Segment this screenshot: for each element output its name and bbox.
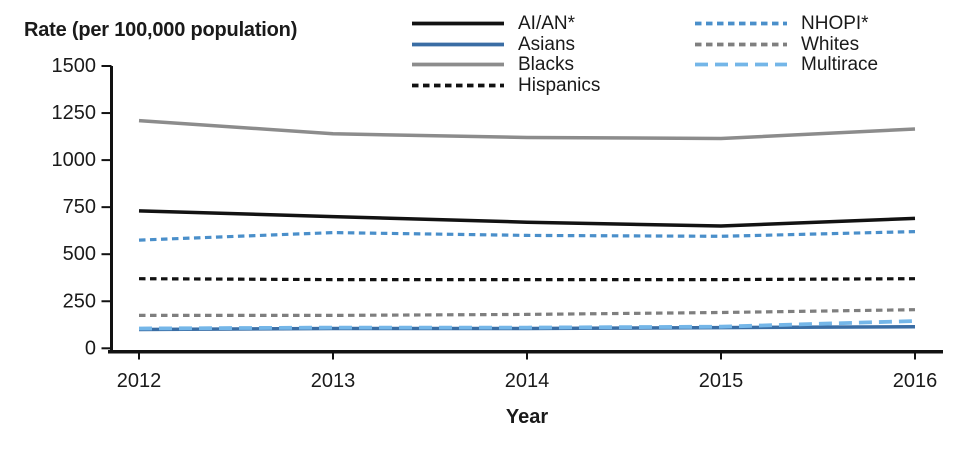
y-tick-label: 0 [85, 337, 96, 359]
legend-line-swatch [412, 21, 504, 26]
x-tick-label: 2016 [893, 370, 938, 392]
legend-label: Whites [801, 33, 860, 55]
x-tick-label: 2014 [505, 370, 550, 392]
chart-title: Rate (per 100,000 population) [24, 19, 298, 41]
x-tick-label: 2013 [311, 370, 356, 392]
series-line-nhopi [138, 230, 916, 242]
series-line-ai-an [138, 209, 916, 228]
series-line-blacks [138, 118, 916, 141]
series-line-hispanics [138, 277, 916, 282]
legend-column-1: AI/AN* Asians Blacks Hispanics [410, 13, 600, 96]
series-line-multirace [138, 319, 916, 331]
y-tick-label: 1500 [52, 55, 97, 77]
legend-label: NHOPI* [801, 12, 869, 34]
y-tick-label: 750 [63, 196, 96, 218]
legend-item-whites: Whites [693, 34, 878, 55]
legend-item-multirace: Multirace [693, 54, 878, 75]
y-tick-label: 1250 [52, 102, 97, 124]
legend-line-swatch [695, 21, 787, 26]
legend-item-blacks: Blacks [410, 54, 600, 75]
legend-item-asians: Asians [410, 34, 600, 55]
legend-label: Asians [518, 33, 576, 55]
legend-label: AI/AN* [518, 12, 576, 34]
legend-label: Hispanics [518, 74, 601, 96]
x-tick-label: 2012 [117, 370, 162, 392]
y-tick-label: 250 [63, 290, 96, 312]
series-line-whites [139, 308, 916, 317]
legend-line-swatch [695, 62, 787, 67]
legend-line-swatch [412, 62, 504, 67]
legend-item-ai-an: AI/AN* [410, 13, 600, 34]
x-axis-title: Year [505, 406, 549, 428]
legend-item-nhopi: NHOPI* [693, 13, 878, 34]
legend-label: Blacks [518, 54, 574, 76]
legend-line-swatch [412, 83, 504, 88]
x-tick-label: 2015 [699, 370, 744, 392]
legend-line-swatch [695, 42, 787, 46]
legend-line-swatch [412, 42, 504, 46]
legend-item-hispanics: Hispanics [410, 75, 600, 96]
legend-label: Multirace [801, 54, 879, 76]
legend-column-2: NHOPI* Whites Multirace [693, 13, 878, 75]
y-tick-label: 500 [63, 243, 96, 265]
y-tick-label: 1000 [52, 149, 97, 171]
